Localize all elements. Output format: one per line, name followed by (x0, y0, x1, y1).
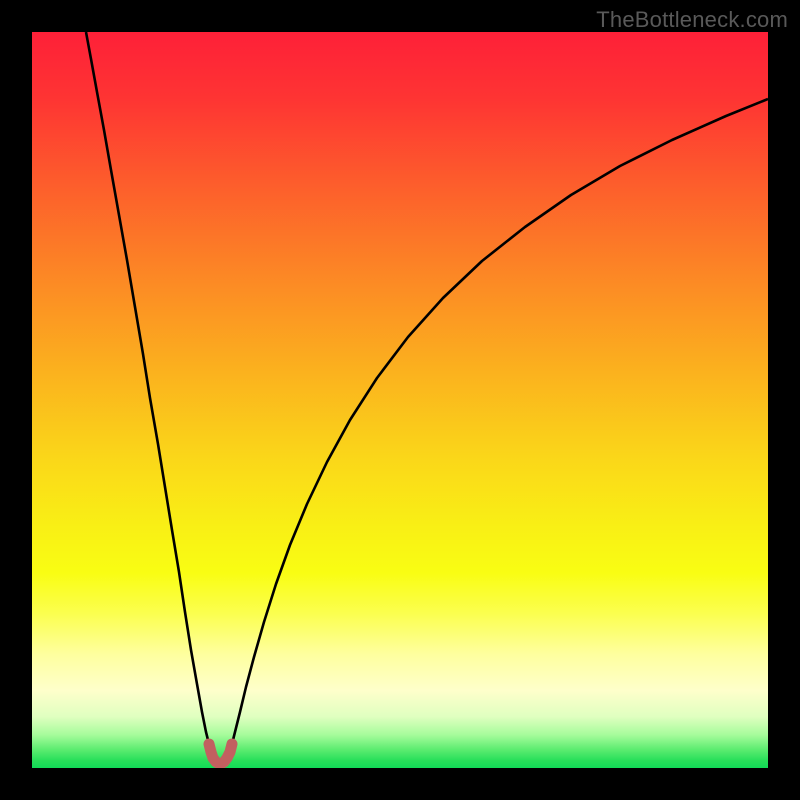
plot-svg (32, 32, 768, 768)
watermark-text: TheBottleneck.com (596, 7, 788, 33)
plot-area (32, 32, 768, 768)
gradient-background (32, 32, 768, 768)
